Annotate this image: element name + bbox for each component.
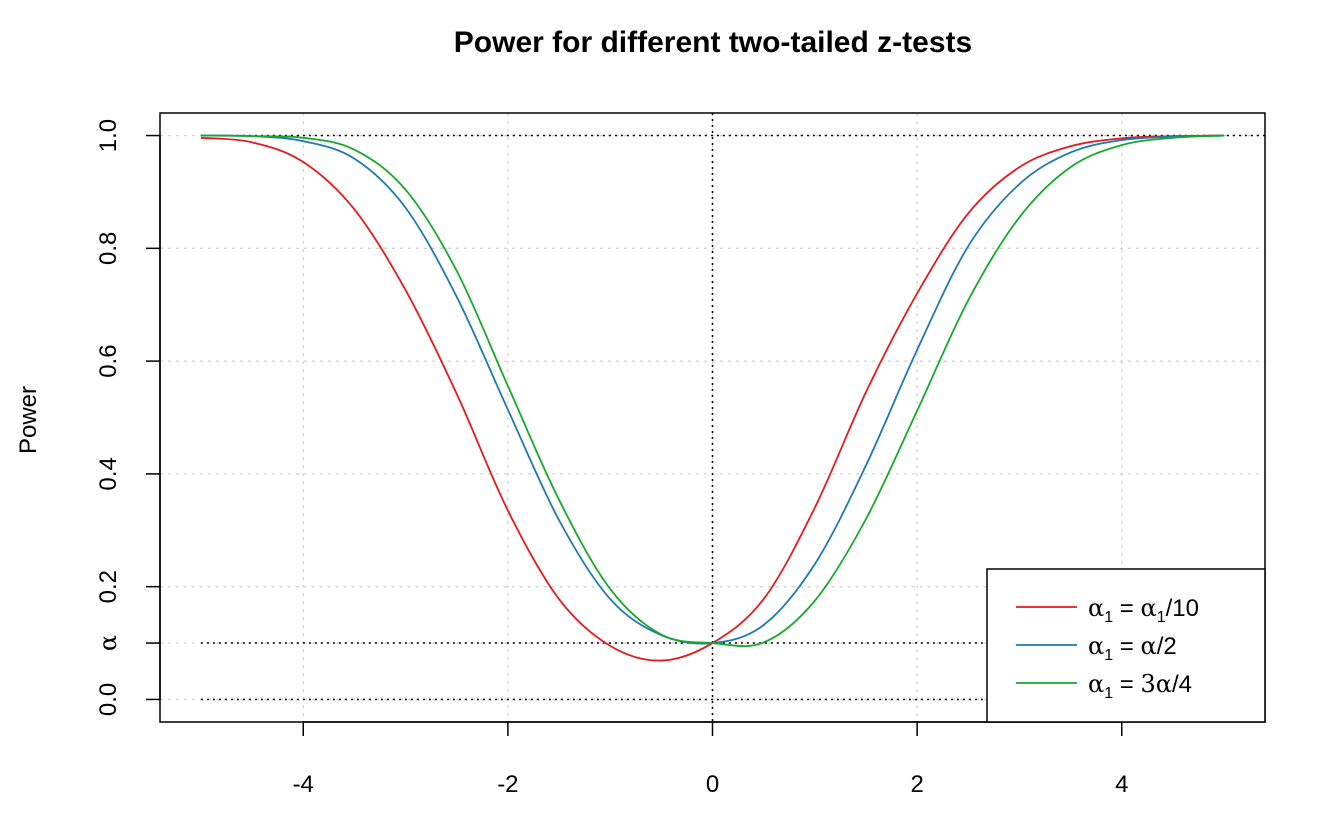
x-tick-label: -4 xyxy=(293,771,314,798)
x-tick-label: 2 xyxy=(910,771,923,798)
y-tick-label: 0.0 xyxy=(95,683,122,716)
legend-item-2: α1 = α/2 xyxy=(1016,632,1177,664)
x-tick-label: -2 xyxy=(497,771,518,798)
x-axis: -4 -2 0 2 4 xyxy=(293,721,1128,798)
series-line-3 xyxy=(200,134,1225,648)
legend-label: α1 = α/2 xyxy=(1088,632,1177,664)
legend-item-1: α1 = α1/10 xyxy=(1016,594,1199,626)
y-tick-label: 0.6 xyxy=(95,344,122,377)
y-axis-label: Power xyxy=(15,386,42,454)
legend-label: α1 = 3α/4 xyxy=(1088,670,1192,702)
legend-item-3: α1 = 3α/4 xyxy=(1016,670,1192,702)
y-axis: 0.0 α 0.2 0.4 0.6 0.8 1.0 xyxy=(94,119,161,716)
legend: α1 = α1/10 α1 = α/2 α1 = 3α/4 xyxy=(986,568,1266,723)
x-tick-label: 4 xyxy=(1115,771,1128,798)
y-tick-label: 1.0 xyxy=(95,119,122,152)
y-tick-label: 0.8 xyxy=(95,232,122,265)
legend-label: α1 = α1/10 xyxy=(1088,594,1199,626)
y-tick-label: 0.4 xyxy=(95,457,122,490)
y-tick-label: α xyxy=(94,635,122,651)
x-tick-label: 0 xyxy=(706,771,719,798)
y-tick-label: 0.2 xyxy=(95,570,122,603)
chart-title: Power for different two-tailed z-tests xyxy=(454,26,972,59)
series-lines xyxy=(200,134,1225,662)
